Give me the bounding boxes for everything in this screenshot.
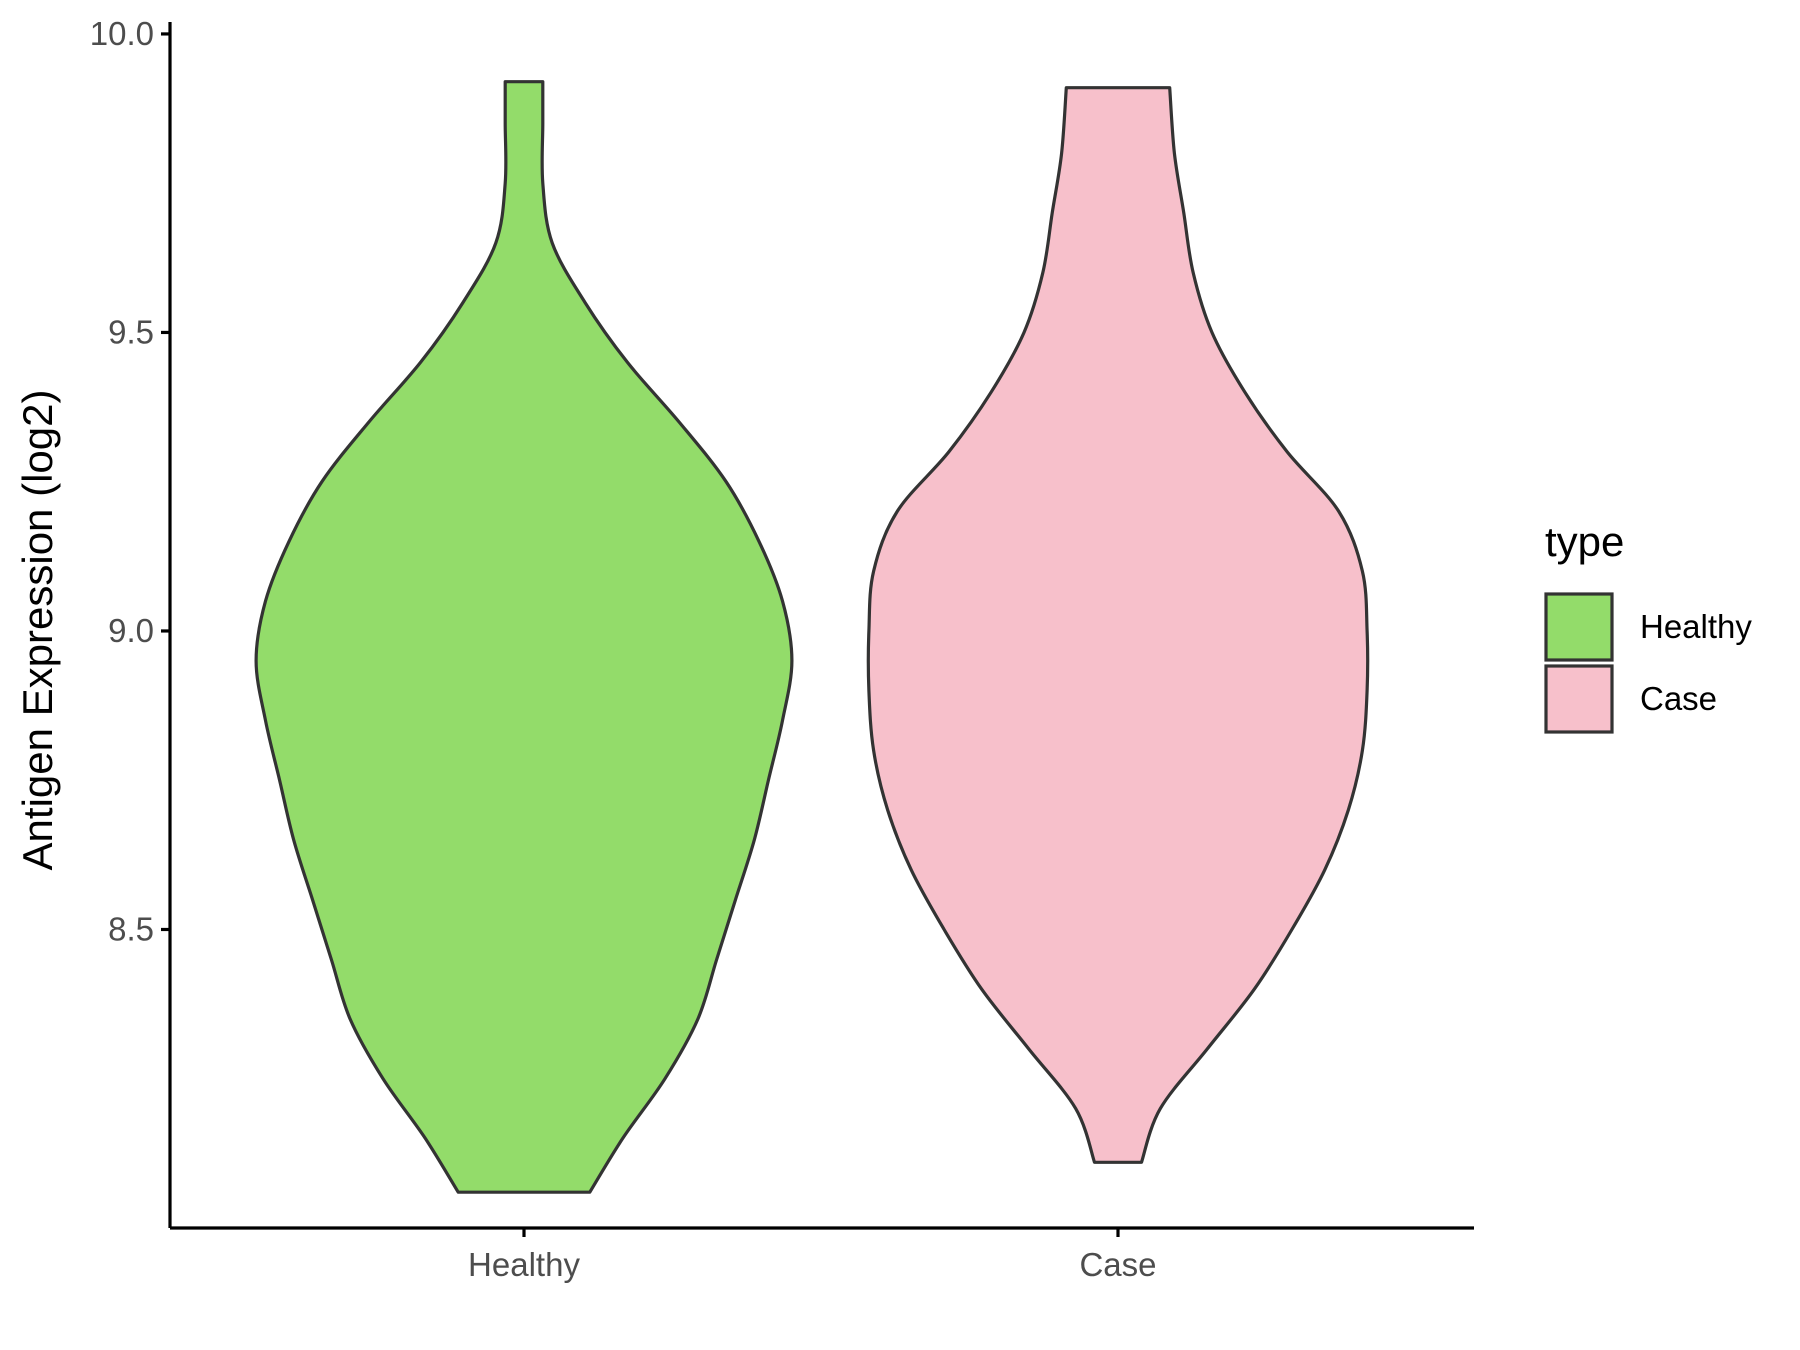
legend: type Healthy Case [1544, 518, 1752, 734]
legend-label: Healthy [1640, 608, 1752, 645]
y-tick-label: 8.5 [108, 910, 154, 947]
legend-key-case [1544, 664, 1614, 734]
x-tick-label: Case [1079, 1246, 1156, 1283]
y-axis-title: Antigen Expression (log2) [14, 390, 61, 871]
x-tick-labels: Healthy Case [468, 1246, 1156, 1283]
violin-layer [254, 80, 1370, 1194]
legend-key-healthy [1544, 592, 1614, 662]
violin-healthy [254, 80, 794, 1194]
axes [161, 22, 1474, 1237]
y-tick-label: 9.0 [108, 612, 154, 649]
x-tick-label: Healthy [468, 1246, 580, 1283]
y-tick-label: 9.5 [108, 313, 154, 350]
y-tick-label: 10.0 [90, 15, 154, 52]
y-tick-labels: 8.5 9.0 9.5 10.0 [90, 15, 154, 948]
legend-label: Case [1640, 680, 1717, 717]
violin-case [866, 86, 1370, 1164]
legend-title: type [1545, 518, 1624, 565]
